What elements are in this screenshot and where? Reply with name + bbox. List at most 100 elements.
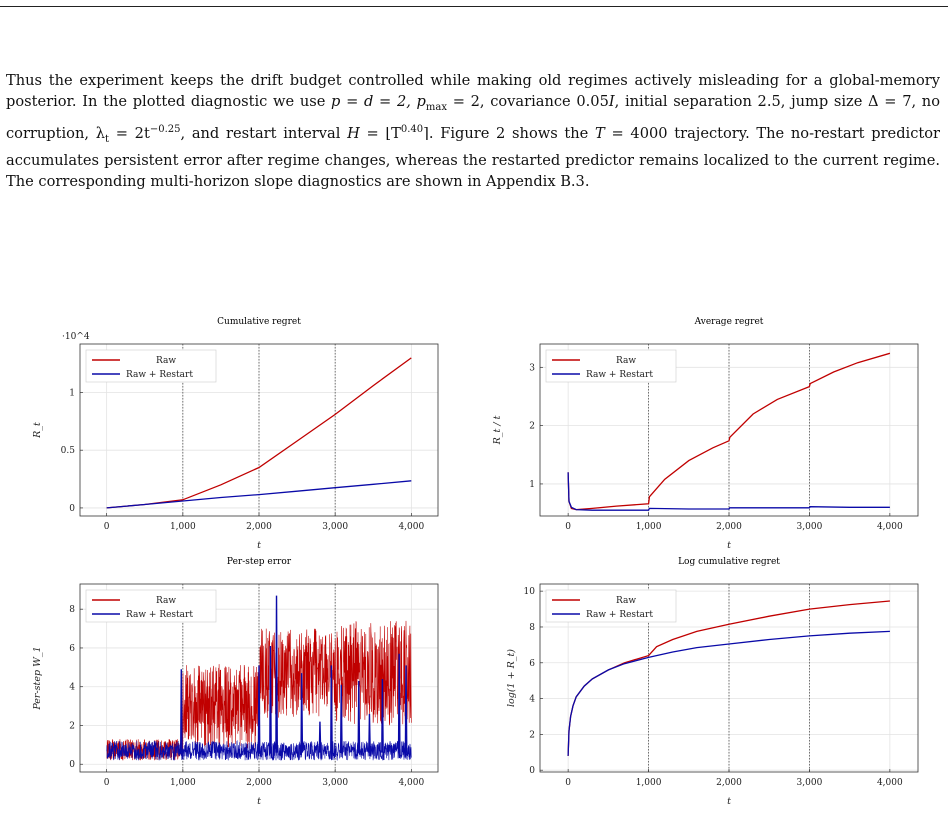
text-segment: , and restart interval	[180, 124, 348, 142]
restart-spike	[368, 713, 371, 753]
legend-label-raw: Raw	[616, 356, 636, 366]
legend-box	[85, 349, 217, 383]
y-tick-label: 4	[529, 695, 535, 705]
chart-title: Per-step error	[227, 557, 292, 567]
y-tick-label: 10	[524, 587, 536, 597]
text-segment: , initial separation 2.5, jump size Δ = …	[6, 93, 940, 142]
y-tick-label: 8	[529, 623, 535, 633]
x-tick-label: 4,000	[398, 778, 424, 788]
text-segment: Thus the experiment keeps the drift budg…	[6, 72, 940, 111]
math-superscript: −0.25	[149, 123, 181, 135]
y-tick-label: 6	[529, 659, 535, 669]
math-segment: I	[608, 93, 615, 111]
scale-note: ·10^4	[62, 332, 90, 342]
x-tick-label: 4,000	[398, 522, 424, 532]
chart-svg: Cumulative regret 0 1,000 2,000 3,000 4,000 0 0…	[32, 317, 439, 551]
chart-cumulative-regret: Cumulative regret 0 1,000 2,000 3,000 4,000 0 0…	[0, 317, 470, 551]
legend-box	[85, 589, 217, 623]
x-axis-label: t	[727, 540, 731, 551]
chart-log-cumulative-regret: Log cumulative regret 0 1,000 2,000 3,000 4,0…	[480, 557, 948, 812]
plot-area	[567, 352, 891, 511]
x-axis-label: t	[257, 540, 261, 551]
y-axis-label: R_t / t	[492, 415, 503, 445]
math-segment: T	[595, 124, 605, 142]
x-tick-label: 4,000	[877, 522, 903, 532]
y-tick-label: 0.5	[61, 446, 76, 456]
chart-svg: Log cumulative regret 0 1,000 2,000 3,000 4,0…	[506, 557, 919, 807]
restart-spike	[339, 684, 343, 753]
chart-title: Log cumulative regret	[678, 557, 780, 567]
legend-label-raw: Raw	[156, 596, 176, 606]
x-tick-label: 1,000	[636, 778, 662, 788]
chart-svg: Average regret 0 1,000 2,000 3,000 4,000 1 2 3 t R…	[492, 317, 919, 551]
legend-label-restart: Raw + Restart	[586, 610, 653, 620]
restart-spike	[330, 665, 333, 753]
y-tick-label: 2	[69, 721, 75, 731]
restart-spike	[275, 595, 278, 753]
x-tick-label: 1,000	[636, 522, 662, 532]
text-segment: = 4000 trajectory. The no-restart predic…	[6, 124, 941, 191]
restart-spike	[179, 669, 183, 753]
y-axis-label: log(1 + R_t)	[506, 649, 517, 707]
math-subscript: t	[104, 133, 110, 145]
text-segment: = 2, covariance 0.05	[447, 93, 609, 111]
chart-svg: Per-step error 0 1,000 2,000 3,000 4,000 0 2 4 6 8…	[32, 557, 439, 807]
restart-spike	[318, 721, 322, 753]
plot-area	[567, 600, 890, 756]
chart-per-step-error: Per-step error 0 1,000 2,000 3,000 4,000 0 2 4 6 8…	[0, 557, 470, 812]
x-tick-label: 0	[565, 522, 571, 532]
y-tick-label: 8	[69, 605, 75, 615]
restart-spike	[269, 646, 272, 753]
y-tick-label: 2	[529, 730, 535, 740]
x-axis-label: t	[727, 796, 731, 807]
series-restart-line	[567, 472, 890, 511]
math-subscript: max	[425, 102, 447, 114]
x-tick-label: 2,000	[716, 522, 742, 532]
y-tick-label: 1	[69, 388, 75, 398]
legend-label-raw: Raw	[156, 356, 176, 366]
legend-box	[545, 349, 677, 383]
restart-spike	[257, 665, 261, 753]
legend-label-restart: Raw + Restart	[586, 370, 653, 380]
legend-label-restart: Raw + Restart	[126, 610, 193, 620]
x-tick-label: 0	[104, 778, 110, 788]
body-paragraph: Thus the experiment keeps the drift budg…	[6, 70, 940, 193]
y-axis-label: Per-step W_1	[32, 646, 43, 710]
x-tick-label: 0	[104, 522, 110, 532]
chart-title: Cumulative regret	[217, 317, 301, 327]
restart-spike	[404, 665, 408, 753]
y-tick-label: 4	[69, 683, 75, 693]
text-segment: = ⌊T	[359, 124, 401, 142]
chart-average-regret: Average regret 0 1,000 2,000 3,000 4,000 1 2 3 t R…	[480, 317, 948, 551]
y-tick-label: 3	[529, 363, 535, 373]
legend-label-raw: Raw	[616, 596, 636, 606]
restart-spike	[397, 653, 401, 753]
y-axis-label: R_t	[32, 422, 43, 439]
series-restart-line	[106, 740, 412, 761]
x-tick-label: 3,000	[322, 522, 348, 532]
legend-label-restart: Raw + Restart	[126, 370, 193, 380]
y-tick-label: 0	[69, 760, 75, 770]
x-tick-label: 3,000	[797, 522, 823, 532]
y-tick-label: 0	[69, 504, 75, 514]
x-tick-label: 1,000	[170, 778, 196, 788]
series-restart-line	[106, 480, 412, 509]
x-axis-label: t	[257, 796, 261, 807]
text-segment: = 2t	[109, 124, 150, 142]
x-tick-label: 3,000	[322, 778, 348, 788]
y-tick-label: 0	[529, 766, 535, 776]
legend-box	[545, 589, 677, 623]
y-tick-label: 1	[529, 480, 535, 490]
text-segment: ⌉. Figure 2 shows the	[423, 124, 596, 142]
plot-area	[106, 357, 412, 509]
top-rule	[0, 6, 948, 7]
series-restart-line	[567, 630, 890, 756]
y-tick-label: 2	[529, 422, 535, 432]
x-tick-label: 3,000	[797, 778, 823, 788]
x-tick-label: 2,000	[246, 778, 272, 788]
math-segment: H	[347, 124, 360, 142]
x-tick-label: 0	[565, 778, 571, 788]
math-superscript: 0.40	[400, 123, 424, 135]
plot-area	[106, 595, 412, 761]
chart-title: Average regret	[694, 317, 764, 327]
